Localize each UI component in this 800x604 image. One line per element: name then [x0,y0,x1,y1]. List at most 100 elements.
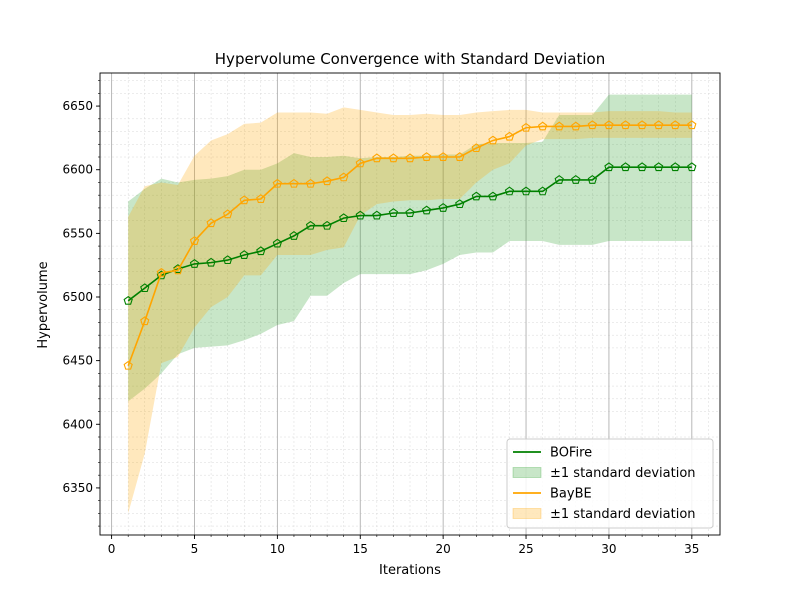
y-tick-label: 6500 [62,290,93,304]
data-point [355,210,365,220]
data-point [654,120,664,130]
data-point [637,162,647,172]
data-point [189,259,200,268]
data-point [372,153,382,163]
data-point [322,176,332,186]
x-tick-label: 30 [601,542,616,556]
std-band-baybe [128,107,692,514]
data-point [488,191,498,201]
x-tick-label: 0 [108,542,116,556]
data-point [156,267,166,277]
y-tick-label: 6350 [62,481,93,495]
data-point [256,246,266,256]
data-point [554,175,564,184]
series-line-baybe [127,124,692,367]
data-point [587,175,597,184]
legend-entry-baybe-label: BayBE [550,487,592,502]
data-point [571,121,581,131]
legend-entry-bofire-band-label: ±1 standard deviation [550,466,696,481]
data-point [305,220,316,230]
data-point [604,120,614,130]
data-point [521,122,531,132]
y-axis-label: Hypervolume [36,261,51,348]
x-tick-label: 25 [518,542,533,556]
legend: BOFire ±1 standard deviation BayBE ±1 stand… [506,438,714,529]
data-point [173,264,183,273]
data-point [438,203,448,212]
data-point [455,152,465,161]
data-point [521,186,531,196]
y-tick-label: 6400 [62,417,93,431]
y-tick-label: 6450 [62,354,93,368]
data-point [272,178,283,188]
plot-area: 0 5 10 15 20 25 30 35 6350 6400 6450 6500 6550 6600 66… [62,72,721,556]
data-point [123,360,133,370]
legend-entry-baybe-band-label: ±1 standard deviation [550,507,696,522]
data-point [537,186,548,196]
data-point [620,120,631,130]
data-point [256,194,266,203]
data-point [620,162,631,172]
data-point [239,195,249,205]
chart-title: Hypervolume Convergence with Standard De… [215,50,605,68]
data-point [339,213,349,223]
data-point [554,121,564,131]
data-point [587,120,597,130]
data-point [322,220,332,230]
y-tick-label: 6600 [62,163,93,177]
legend-entry-bofire-band-swatch [512,467,542,478]
data-point [223,209,233,219]
data-point [637,120,647,130]
data-point [654,162,664,172]
data-point [687,120,697,130]
data-point [239,250,249,259]
data-point [670,162,680,172]
data-point [189,236,200,245]
data-point [272,238,283,248]
data-point [504,131,515,141]
data-point [206,257,216,267]
series-markers-baybe [123,120,697,370]
data-point [372,210,382,220]
x-tick-label: 5 [191,542,199,556]
series-line-bofire [127,166,692,302]
data-point [504,186,515,196]
data-point [421,205,432,215]
y-tick-label: 6550 [62,226,93,240]
x-tick-label: 10 [270,542,285,556]
data-point [455,199,465,209]
legend-box [506,438,714,529]
data-point [537,121,548,131]
legend-entry-bofire-label: BOFire [550,446,592,461]
std-band-bofire [128,94,692,402]
data-point [471,143,481,153]
x-tick-label: 15 [353,542,368,556]
data-point [173,265,183,275]
data-point [388,208,399,217]
data-point [604,162,614,172]
data-point [223,255,233,265]
data-point [488,135,498,145]
series-markers-bofire [123,162,697,305]
data-point [140,316,150,326]
legend-entry-baybe-band-swatch [512,508,542,519]
data-point [206,218,216,228]
data-point [405,208,415,217]
data-point [123,295,133,305]
data-point [339,172,349,182]
x-axis-label: Iterations [379,563,441,578]
data-point [471,191,481,201]
x-tick-label: 35 [684,542,699,556]
data-point [438,152,448,161]
data-point [687,162,697,172]
data-point [388,153,399,163]
data-point [355,158,365,168]
data-point [289,178,299,188]
data-point [421,152,432,161]
data-point [140,283,150,293]
data-point [305,178,316,188]
data-point [571,175,581,184]
x-tick-label: 20 [436,542,451,556]
